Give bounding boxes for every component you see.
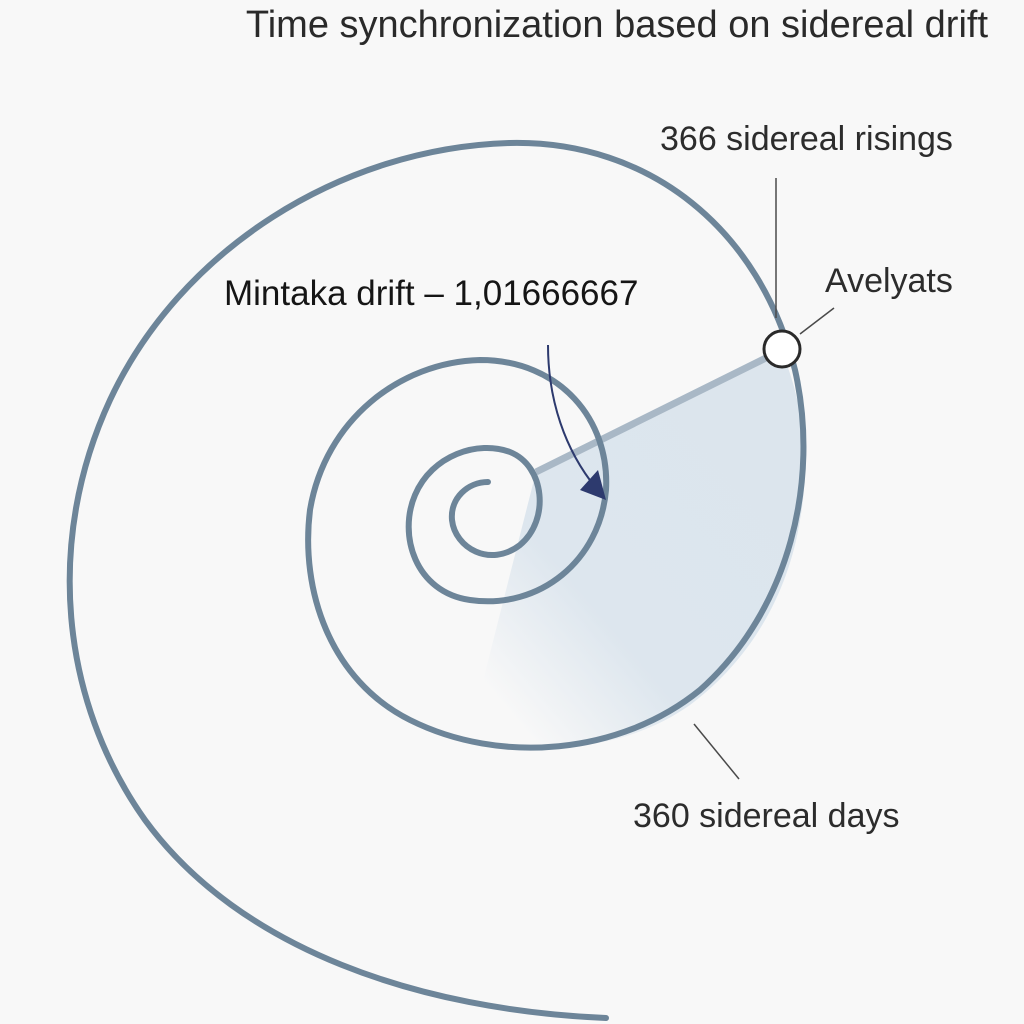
sidereal-days-label: 360 sidereal days [633,797,900,835]
days-leader-line [693,723,740,780]
drift-arrow [547,344,597,489]
avelyats-leader-line [799,307,835,335]
diagram-title: Time synchronization based on sidereal d… [245,4,988,46]
radius-line [534,346,784,476]
mintaka-drift-label: Mintaka drift – 1,01666667 [224,274,639,313]
curved-arrow-icon [580,470,606,500]
sidereal-risings-label: 366 sidereal risings [660,120,953,158]
sidereal-spiral [66,139,807,1021]
drift-sector [470,352,805,747]
circle-marker-icon [762,329,802,369]
avelyats-label: Avelyats [825,262,953,300]
